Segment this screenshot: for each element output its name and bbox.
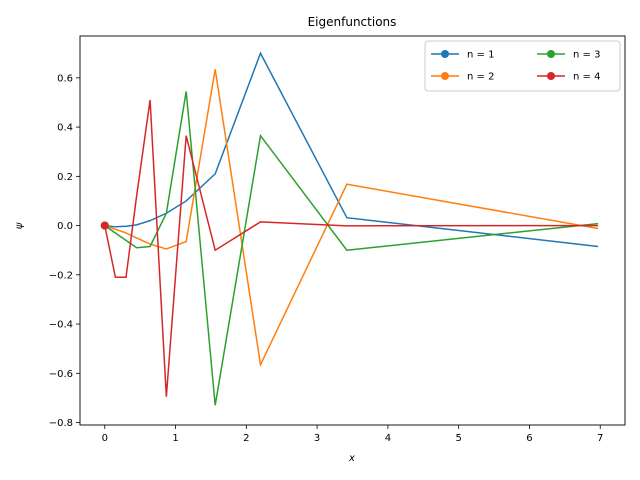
x-tick-label: 3 [314, 433, 320, 444]
x-axis-label: x [348, 453, 355, 464]
x-tick-label: 2 [243, 433, 249, 444]
legend-label-n2: n = 2 [467, 72, 494, 83]
x-tick-label: 6 [526, 433, 532, 444]
legend-marker-n2 [441, 72, 449, 80]
legend-label-n1: n = 1 [467, 50, 494, 61]
x-axis: 0 1 2 3 4 5 6 7 [102, 425, 603, 444]
x-tick-label: 4 [385, 433, 391, 444]
legend-marker-n1 [441, 50, 449, 58]
plot-frame [79, 35, 626, 426]
chart-title: Eigenfunctions [308, 15, 397, 29]
series-line-n4 [104, 99, 599, 397]
y-tick-label: −0.2 [49, 270, 73, 281]
x-tick-label: 7 [597, 433, 603, 444]
legend-box [424, 40, 621, 92]
x-tick-label: 0 [102, 433, 108, 444]
series-line-n3 [104, 91, 599, 406]
y-axis: −0.8 −0.6 −0.4 −0.2 0.0 0.2 0.4 0.6 [49, 73, 80, 429]
x-tick-label: 5 [455, 433, 461, 444]
y-tick-label: 0.4 [57, 123, 73, 134]
x-tick-label: 1 [172, 433, 178, 444]
legend-marker-n3 [547, 50, 555, 58]
legend-label-n3: n = 3 [573, 50, 600, 61]
y-tick-label: 0.2 [57, 172, 73, 183]
y-tick-label: −0.8 [49, 418, 73, 429]
y-tick-label: 0.6 [57, 73, 73, 84]
y-tick-label: 0.0 [57, 221, 73, 232]
legend-marker-n4 [547, 72, 555, 80]
y-tick-label: −0.6 [49, 369, 73, 380]
legend-label-n4: n = 4 [573, 72, 600, 83]
series-layer [100, 51, 599, 406]
y-axis-label: ψ [14, 222, 25, 229]
legend: n = 1 n = 2 n = 3 n = 4 [424, 40, 621, 92]
series-line-n2 [104, 69, 599, 368]
series-marker-n4 [100, 221, 109, 230]
y-tick-label: −0.4 [49, 320, 73, 331]
